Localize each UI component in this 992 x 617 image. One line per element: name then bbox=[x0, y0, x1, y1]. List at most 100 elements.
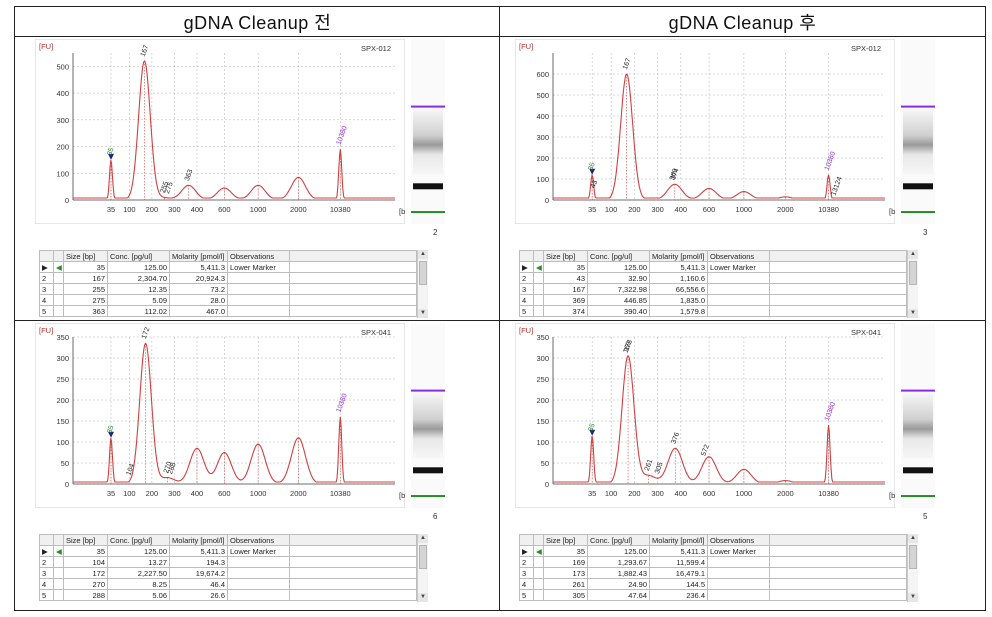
table-row[interactable]: ▶ ◀ 35 125.00 5,411.3 Lower Marker bbox=[39, 261, 417, 273]
table-col-header bbox=[289, 250, 417, 262]
y-tick-label: 300 bbox=[56, 116, 69, 125]
table-row[interactable]: 5 288 5.06 26.6 bbox=[39, 589, 417, 601]
scroll-thumb[interactable] bbox=[909, 545, 917, 569]
scroll-up-arrow[interactable]: ▲ bbox=[908, 250, 918, 259]
scroll-thumb[interactable] bbox=[419, 261, 427, 285]
table-col-header[interactable]: Observations bbox=[707, 250, 770, 262]
table-col-header[interactable]: Observations bbox=[227, 534, 290, 546]
table-row[interactable]: 5 305 47.64 236.4 bbox=[519, 589, 907, 601]
y-tick-label: 250 bbox=[56, 375, 69, 384]
cell-molarity: 20,924.3 bbox=[169, 272, 228, 284]
comparison-grid: gDNA Cleanup 전 gDNA Cleanup 후 0 100 200 300… bbox=[14, 6, 986, 611]
scroll-up-arrow[interactable]: ▲ bbox=[908, 534, 918, 543]
table-corner bbox=[533, 250, 544, 262]
table-col-header[interactable]: Molarity [pmol/l] bbox=[169, 250, 228, 262]
scroll-thumb[interactable] bbox=[419, 545, 427, 569]
x-tick-label: 35 bbox=[107, 205, 115, 214]
x-tick-label: 400 bbox=[675, 489, 688, 498]
cell-size: 173 bbox=[543, 567, 588, 579]
row-index: 3 bbox=[39, 283, 54, 295]
table-row[interactable]: ▶ ◀ 35 125.00 5,411.3 Lower Marker bbox=[519, 261, 907, 273]
cell-empty bbox=[289, 272, 417, 284]
y-tick-label: 0 bbox=[545, 196, 549, 205]
cell-empty bbox=[289, 294, 417, 306]
scroll-down-arrow[interactable]: ▼ bbox=[418, 593, 428, 602]
row-flag: ◀ bbox=[53, 261, 64, 273]
y-tick-label: 200 bbox=[536, 154, 549, 163]
cell-size: 275 bbox=[63, 294, 108, 306]
scroll-down-arrow[interactable]: ▼ bbox=[418, 309, 428, 318]
table-col-header[interactable]: Conc. [pg/ul] bbox=[587, 534, 650, 546]
table-scrollbar[interactable]: ▲ ▼ bbox=[417, 534, 428, 602]
y-tick-label: 350 bbox=[56, 333, 69, 342]
table-col-header[interactable]: Conc. [pg/ul] bbox=[107, 534, 170, 546]
scroll-down-arrow[interactable]: ▼ bbox=[908, 593, 918, 602]
table-row[interactable]: 4 369 446.85 1,835.0 bbox=[519, 294, 907, 306]
cell-empty bbox=[289, 556, 417, 568]
x-tick-label: 400 bbox=[191, 489, 204, 498]
table-scrollbar[interactable]: ▲ ▼ bbox=[907, 534, 918, 602]
table-col-header[interactable]: Size [bp] bbox=[63, 250, 108, 262]
table-col-header[interactable]: Molarity [pmol/l] bbox=[649, 534, 708, 546]
table-row[interactable]: ▶ ◀ 35 125.00 5,411.3 Lower Marker bbox=[519, 545, 907, 557]
table-row[interactable]: 5 374 390.40 1,579.8 bbox=[519, 305, 907, 317]
table-col-header[interactable]: Conc. [pg/ul] bbox=[587, 250, 650, 262]
row-divider bbox=[15, 320, 985, 321]
table-row[interactable]: 2 169 1,293.67 11,599.4 bbox=[519, 556, 907, 568]
table-row[interactable]: 2 104 13.27 194.3 bbox=[39, 556, 417, 568]
table-col-header bbox=[769, 534, 907, 546]
cell-conc: 12.35 bbox=[107, 283, 170, 295]
cell-conc: 13.27 bbox=[107, 556, 170, 568]
table-row[interactable]: 3 167 7,322.98 66,556.6 bbox=[519, 283, 907, 295]
x-tick-label: 10380 bbox=[330, 205, 351, 214]
table-row[interactable]: 2 167 2,304.70 20,924.3 bbox=[39, 272, 417, 284]
table-col-header[interactable]: Molarity [pmol/l] bbox=[169, 534, 228, 546]
peak-size-label: 104 bbox=[126, 463, 137, 476]
table-corner bbox=[519, 250, 534, 262]
table-row[interactable]: 4 261 24.90 144.5 bbox=[519, 578, 907, 590]
cell-size: 35 bbox=[543, 261, 588, 273]
table-row[interactable]: 3 173 1,882.43 16,479.1 bbox=[519, 567, 907, 579]
x-tick-label: 2000 bbox=[777, 205, 794, 214]
table-row[interactable]: 4 270 8.25 46.4 bbox=[39, 578, 417, 590]
table-row[interactable]: 3 172 2,227.50 19,674.2 bbox=[39, 567, 417, 579]
table-row[interactable]: 5 363 112.02 467.0 bbox=[39, 305, 417, 317]
plot-frame bbox=[35, 323, 405, 508]
x-tick-label: 300 bbox=[651, 205, 664, 214]
x-tick-label: 200 bbox=[146, 489, 159, 498]
peak-table: Size [bp] Conc. [pg/ul] Molarity [pmol/l] O… bbox=[519, 534, 907, 601]
cell-observation: Lower Marker bbox=[707, 261, 770, 273]
table-col-header[interactable]: Observations bbox=[707, 534, 770, 546]
table-col-header[interactable]: Observations bbox=[227, 250, 290, 262]
table-row[interactable]: ▶ ◀ 35 125.00 5,411.3 Lower Marker bbox=[39, 545, 417, 557]
row-flag bbox=[533, 294, 544, 306]
x-axis-label: [bp] bbox=[889, 207, 895, 216]
cell-molarity: 1,835.0 bbox=[649, 294, 708, 306]
scroll-thumb[interactable] bbox=[909, 261, 917, 285]
cell-empty bbox=[769, 294, 907, 306]
table-row[interactable]: 2 43 32.90 1,160.6 bbox=[519, 272, 907, 284]
table-row[interactable]: 3 255 12.35 73.2 bbox=[39, 283, 417, 295]
table-col-header[interactable]: Size [bp] bbox=[543, 250, 588, 262]
scroll-down-arrow[interactable]: ▼ bbox=[908, 309, 918, 318]
cell-conc: 390.40 bbox=[587, 305, 650, 317]
row-flag bbox=[533, 272, 544, 284]
x-tick-label: 1000 bbox=[736, 489, 753, 498]
sample-id: SPX-012 bbox=[851, 44, 881, 53]
trace-line bbox=[73, 342, 395, 483]
row-index: 3 bbox=[519, 567, 534, 579]
table-col-header[interactable]: Molarity [pmol/l] bbox=[649, 250, 708, 262]
y-axis-label: [FU] bbox=[39, 326, 53, 335]
table-col-header[interactable]: Size [bp] bbox=[63, 534, 108, 546]
electropherogram: 0 100 200 300 400 500 600 35 100 200 300 400 600 1000… bbox=[515, 39, 895, 224]
scroll-up-arrow[interactable]: ▲ bbox=[418, 534, 428, 543]
table-scrollbar[interactable]: ▲ ▼ bbox=[417, 250, 428, 318]
table-col-header[interactable]: Conc. [pg/ul] bbox=[107, 250, 170, 262]
cell-molarity: 144.5 bbox=[649, 578, 708, 590]
table-scrollbar[interactable]: ▲ ▼ bbox=[907, 250, 918, 318]
table-row[interactable]: 4 275 5.09 28.0 bbox=[39, 294, 417, 306]
table-col-header[interactable]: Size [bp] bbox=[543, 534, 588, 546]
gel-lane-image bbox=[901, 323, 935, 508]
scroll-up-arrow[interactable]: ▲ bbox=[418, 250, 428, 259]
peak-size-label: 167 bbox=[140, 44, 151, 57]
